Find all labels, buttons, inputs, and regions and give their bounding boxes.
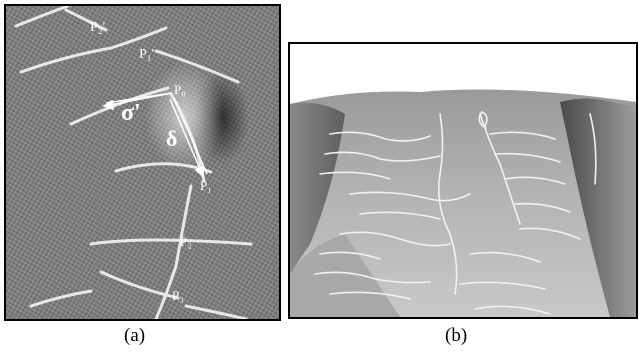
surface-right-slope bbox=[560, 98, 636, 317]
label-p1: P₁ bbox=[200, 178, 212, 193]
panel-b-image bbox=[290, 44, 636, 317]
label-p1-prime: P₁' bbox=[139, 47, 155, 62]
figure-panel-b bbox=[288, 42, 638, 319]
caption-a: (a) bbox=[124, 325, 146, 346]
vector-arrows bbox=[102, 92, 208, 178]
label-p2: P₂ bbox=[180, 234, 192, 249]
surface-left-slope bbox=[290, 102, 345, 274]
step-edges bbox=[314, 110, 597, 315]
label-delta: δ bbox=[166, 126, 178, 151]
label-p0: P₀ bbox=[174, 82, 186, 97]
panel-a-image bbox=[6, 6, 279, 319]
label-p2-prime: P₂' bbox=[90, 20, 106, 35]
surface-floor bbox=[290, 89, 636, 317]
surface-front-left bbox=[290, 234, 400, 317]
label-p3: P₃ bbox=[172, 288, 184, 303]
figure-panel-a: P₂' P₁' P₀ σ' δ P₁ P₂ P₃ bbox=[4, 4, 281, 321]
label-sigma-prime: σ' bbox=[121, 100, 141, 126]
step-lines bbox=[14, 6, 253, 319]
caption-b: (b) bbox=[445, 325, 468, 346]
